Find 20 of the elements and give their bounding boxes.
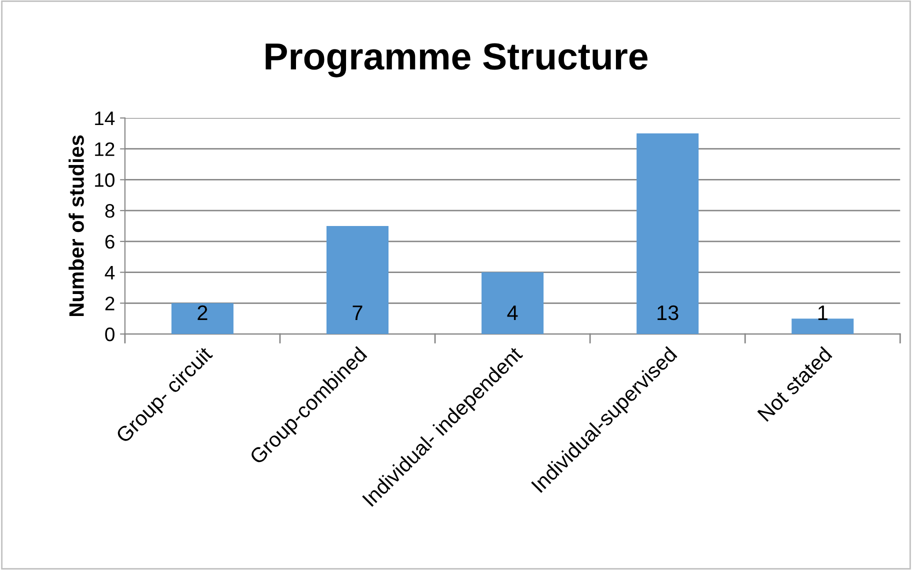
y-tick-label: 2: [105, 296, 114, 310]
y-tick-label: 8: [105, 204, 114, 218]
y-tick-label: 0: [105, 327, 114, 342]
chart-title: Programme Structure: [266, 43, 648, 78]
data-label: 7: [352, 306, 362, 320]
y-tick-label: 10: [95, 173, 114, 187]
data-label: 1: [818, 306, 828, 320]
data-label: 2: [198, 305, 208, 320]
y-tick-label: 14: [95, 112, 115, 126]
bar: [636, 133, 699, 334]
y-axis-title: Number of studies: [68, 135, 84, 316]
y-tick-label: 6: [105, 234, 114, 249]
y-tick-label: 12: [95, 142, 114, 156]
bar: [171, 303, 234, 334]
bar: [792, 318, 854, 334]
y-tick-label: 4: [104, 266, 115, 280]
bar: [482, 272, 544, 334]
data-label: 13: [658, 305, 678, 320]
bar: [326, 226, 389, 334]
data-label: 4: [507, 306, 518, 320]
